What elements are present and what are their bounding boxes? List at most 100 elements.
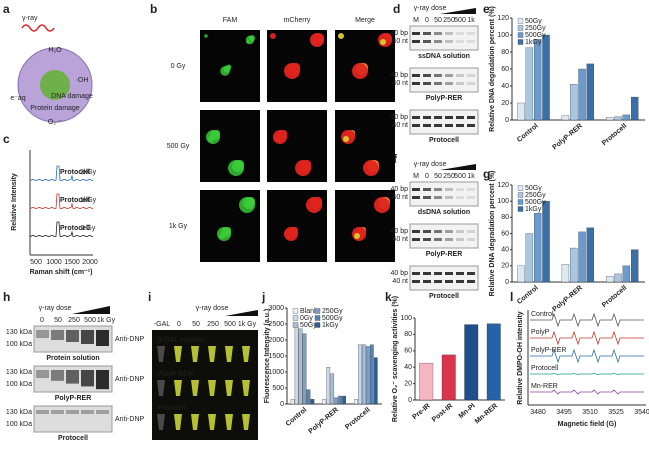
band	[445, 32, 453, 35]
band	[467, 272, 475, 275]
y-tick-label: 0	[408, 397, 412, 404]
gel-label: ssDNA solution	[418, 53, 470, 60]
band	[81, 370, 94, 387]
band	[412, 188, 420, 191]
legend-label: 250Gy	[322, 308, 343, 315]
band	[36, 330, 49, 338]
label: DNA damage	[51, 93, 93, 100]
bar	[586, 227, 595, 283]
bar	[561, 115, 570, 121]
y-tick-label: 40	[404, 364, 412, 371]
band	[456, 280, 464, 283]
band	[412, 74, 420, 77]
legend-label: 0Gy	[300, 315, 313, 322]
x-axis-label: Magnetic field (G)	[558, 421, 617, 428]
marker-label: 40 bp	[390, 186, 408, 193]
y-tick-label: 0	[505, 117, 509, 124]
y-tick-label: 0	[505, 279, 509, 286]
bar	[298, 328, 303, 405]
band	[456, 238, 464, 241]
gamma-wave	[21, 24, 55, 32]
band	[445, 196, 453, 199]
trace-label: Protocell	[60, 225, 90, 232]
band	[412, 32, 420, 35]
band	[423, 82, 431, 85]
dose-label: γ-ray dose	[196, 305, 229, 312]
legend-swatch	[292, 315, 299, 321]
trace-label: Protocell	[60, 197, 90, 204]
column-header: mCherry	[284, 17, 311, 24]
trace-label: 1kGy	[80, 197, 97, 204]
gel	[409, 181, 479, 207]
dose-wedge	[225, 310, 258, 316]
legend-label: 50Gy	[300, 322, 317, 329]
droplet	[275, 136, 281, 142]
legend-label: 500Gy	[322, 315, 343, 322]
dose-wedge	[72, 306, 110, 314]
x-tick-label: PolyP-RER	[551, 285, 584, 314]
lane-label: 500	[84, 317, 96, 324]
droplet	[354, 233, 360, 239]
band	[467, 188, 475, 191]
legend-swatch	[517, 25, 524, 31]
y-tick-label: 2000	[268, 337, 284, 344]
x-tick-label: 500	[30, 259, 42, 266]
droplet	[343, 136, 349, 142]
epr-trace	[530, 330, 644, 346]
bar	[322, 399, 327, 405]
band	[423, 74, 431, 77]
droplet	[208, 136, 214, 142]
droplet	[270, 33, 276, 39]
row-label: β-GAL solution	[158, 337, 204, 344]
bar	[342, 395, 346, 405]
bar	[606, 117, 614, 121]
legend-label: 50Gy	[525, 185, 542, 192]
y-tick-label: 80	[501, 49, 509, 56]
marker-label: 40 bp	[390, 30, 408, 37]
band	[423, 238, 431, 241]
tube	[157, 380, 165, 396]
tube	[174, 380, 182, 396]
bar	[326, 367, 331, 405]
dose-wedge	[440, 164, 476, 170]
tube	[157, 414, 165, 430]
marker-label: 40 nt	[392, 122, 408, 129]
y-tick-label: 60	[501, 230, 509, 237]
blot	[33, 405, 113, 433]
band	[412, 124, 420, 127]
droplet	[363, 160, 379, 176]
legend-label: 250Gy	[525, 25, 546, 32]
legend-label: 500Gy	[525, 32, 546, 39]
panel-letter: a	[3, 2, 10, 16]
dose-label: γ-ray dose	[39, 305, 72, 312]
band	[456, 124, 464, 127]
tube	[191, 346, 199, 362]
band	[445, 272, 453, 275]
y-tick-label: 100	[497, 32, 509, 39]
band	[456, 74, 464, 77]
x-tick-label: 2000	[82, 259, 98, 266]
x-tick-label: Control	[516, 123, 540, 144]
bar	[517, 265, 525, 283]
antibody-label: Anti-DNP	[115, 416, 145, 423]
band	[96, 410, 109, 414]
band	[66, 370, 79, 384]
bar	[534, 39, 542, 121]
marker-label: 40 bp	[390, 270, 408, 277]
legend-swatch	[517, 206, 524, 212]
panel-letter: d	[393, 2, 400, 16]
droplet	[228, 160, 244, 176]
y-axis-label: Fluorescence Intensity (a.u.)	[264, 309, 271, 404]
band	[467, 196, 475, 199]
droplet	[246, 40, 250, 44]
x-tick-label: Pre-IR	[411, 403, 431, 422]
band	[456, 196, 464, 199]
band	[36, 370, 49, 378]
bar	[294, 325, 299, 405]
band	[423, 124, 431, 127]
marker-label: 40 nt	[392, 80, 408, 87]
label: ·OH	[76, 77, 89, 84]
band	[423, 196, 431, 199]
dose-label: γ-ray dose	[414, 161, 447, 168]
x-tick-label: 1500	[64, 259, 80, 266]
